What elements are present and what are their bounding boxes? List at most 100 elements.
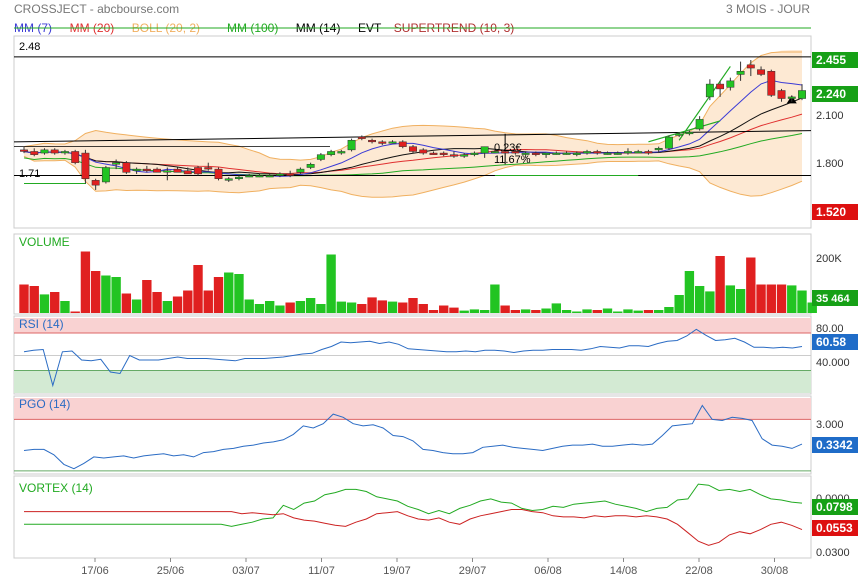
candle-body — [634, 151, 643, 154]
volume-title: VOLUME — [19, 235, 70, 249]
candle-body — [664, 136, 673, 149]
volume-bar — [224, 272, 234, 313]
volume-bar — [90, 271, 101, 313]
volume-bar — [50, 292, 60, 313]
pgo-badge-text: 0.3342 — [816, 438, 853, 452]
candle-body — [163, 170, 172, 173]
x-axis: 17/06 25/06 03/07 11/07 19/07 29/07 06/08 14/08… — [81, 558, 788, 577]
candle-body — [511, 151, 520, 154]
pgo-tick-1: 3.000 — [816, 419, 844, 431]
candle-body — [450, 154, 458, 157]
volume-bar — [29, 286, 39, 313]
volume-badge-text: 35 464 — [816, 293, 851, 305]
candle-body — [490, 151, 499, 154]
vortex-plus-badge-text: 0.0798 — [816, 500, 853, 514]
volume-bar — [398, 302, 408, 313]
candle-body — [40, 149, 49, 154]
volume-bar — [428, 310, 439, 313]
candle-body — [183, 170, 192, 175]
volume-bar — [60, 301, 70, 313]
vortex-plus-badge — [812, 499, 858, 515]
candle-body — [583, 151, 591, 154]
volume-bar — [346, 302, 357, 313]
candle-body — [255, 175, 264, 178]
price-layer — [13, 27, 812, 198]
volume-bar — [408, 298, 418, 313]
volume-bar — [70, 311, 80, 313]
site-title: CROSSJECT - abcbourse.com — [14, 2, 179, 16]
last-badge-text: 2.240 — [816, 87, 846, 101]
candle-body — [224, 178, 233, 181]
rsi-tick-2: 40.000 — [816, 357, 850, 369]
candle-body — [501, 151, 510, 154]
candle-body — [654, 148, 663, 151]
candle-body — [736, 71, 745, 75]
volume-bar — [520, 309, 531, 313]
candle-body — [593, 151, 602, 154]
volume-tick: 200K — [816, 253, 842, 265]
volume-bar — [623, 309, 633, 313]
last-badge — [812, 86, 858, 102]
evt-arrow — [678, 66, 731, 141]
volume-bar — [500, 305, 510, 313]
volume-bar — [295, 301, 306, 313]
volume-bar — [643, 310, 654, 313]
pgo-layer — [14, 398, 811, 472]
candle-body — [419, 149, 428, 154]
candle-body — [439, 152, 448, 155]
candle-body — [275, 173, 284, 176]
volume-bar — [469, 309, 480, 313]
candle-body — [112, 162, 121, 165]
candle-body — [214, 168, 223, 179]
x-tick-label: 06/08 — [534, 565, 562, 577]
candle-body — [101, 167, 110, 183]
volume-bar — [490, 284, 500, 313]
rsi-tick-1: 80.00 — [816, 323, 844, 335]
rsi-badge-text: 60.58 — [816, 335, 846, 349]
volume-bar — [162, 301, 173, 313]
volume-bar — [275, 305, 285, 313]
volume-bar — [479, 310, 490, 313]
volume-bar — [541, 308, 551, 313]
volume-bar — [715, 256, 725, 313]
price-tick-1: 2.100 — [816, 110, 844, 122]
volume-bar — [664, 307, 674, 313]
price-tick-2: 1.800 — [816, 158, 844, 170]
volume-bar — [510, 310, 521, 313]
volume-bar — [316, 304, 326, 313]
volume-bar — [449, 307, 459, 313]
candle-body — [194, 167, 202, 175]
volume-bar — [807, 302, 817, 313]
pgo-line — [23, 404, 803, 470]
candle-body — [521, 152, 530, 155]
volume-bar — [172, 296, 183, 313]
volume-badge — [812, 290, 858, 306]
pgo-upper-zone — [14, 398, 811, 420]
vortex-plus-line — [24, 483, 803, 527]
volume-bar — [418, 304, 428, 313]
pct-annotation: 11.67% — [494, 154, 531, 166]
candle-body — [245, 175, 254, 178]
resistance-label: 2.48 — [19, 41, 40, 53]
volume-bar — [336, 301, 347, 313]
volume-bar — [285, 302, 295, 313]
candle-body — [204, 167, 213, 170]
volume-bar — [602, 308, 613, 313]
candle-body — [286, 173, 295, 176]
candle-body — [470, 152, 479, 155]
volume-bar — [142, 280, 152, 313]
evt-arrow — [648, 120, 721, 143]
low-badge-text: 1.520 — [816, 205, 846, 219]
candle-body — [235, 176, 243, 179]
volume-bar — [357, 304, 367, 313]
volume-bar — [213, 277, 224, 313]
volume-bar — [725, 285, 736, 313]
candle-body — [409, 146, 417, 152]
candle-body — [378, 141, 387, 144]
candle-body — [695, 119, 704, 130]
candle-body — [552, 152, 561, 155]
candle-body — [368, 139, 376, 143]
volume-layer — [19, 251, 817, 313]
candle-body — [296, 168, 305, 173]
volume-bar — [264, 301, 275, 313]
